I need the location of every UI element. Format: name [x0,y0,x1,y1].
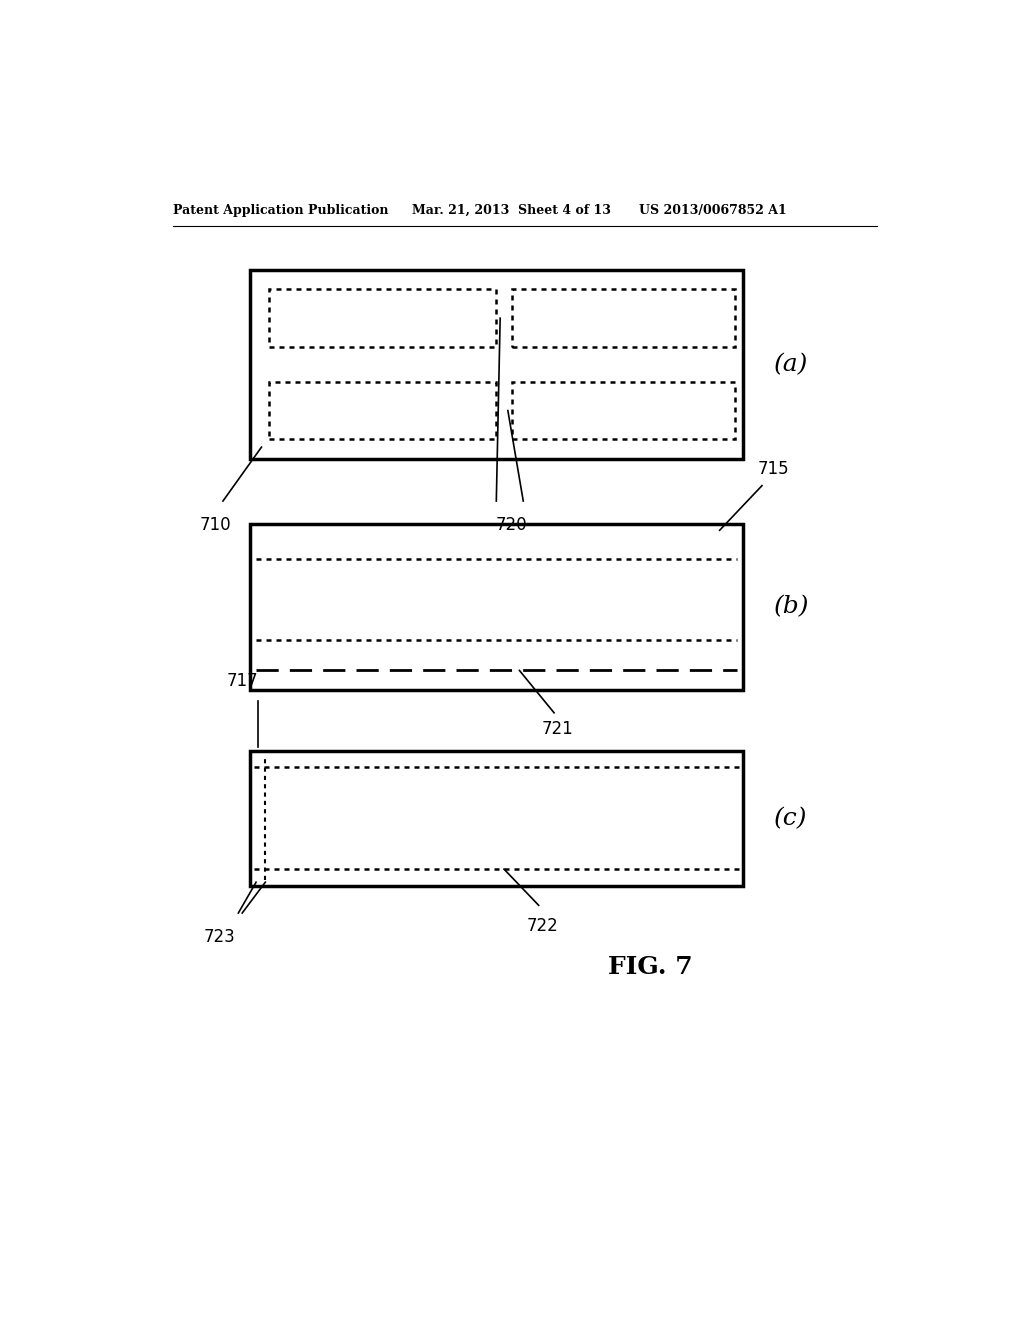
Bar [250,271,742,459]
Text: FIG. 7: FIG. 7 [608,954,692,979]
Bar [269,289,497,347]
Bar [269,381,497,440]
Text: (b): (b) [773,595,809,619]
Text: 720: 720 [496,516,527,535]
Bar [250,524,742,689]
Text: 715: 715 [758,459,790,478]
Bar [250,751,742,886]
Text: (c): (c) [773,807,807,830]
Text: Mar. 21, 2013  Sheet 4 of 13: Mar. 21, 2013 Sheet 4 of 13 [412,205,610,218]
Text: 723: 723 [203,928,234,946]
Text: 710: 710 [200,516,231,535]
Text: 721: 721 [542,721,573,738]
Text: 722: 722 [526,917,558,935]
Text: Patent Application Publication: Patent Application Publication [173,205,388,218]
Bar [512,381,735,440]
Bar [512,289,735,347]
Text: (a): (a) [773,352,808,376]
Text: US 2013/0067852 A1: US 2013/0067852 A1 [639,205,786,218]
Text: 717: 717 [226,672,258,689]
